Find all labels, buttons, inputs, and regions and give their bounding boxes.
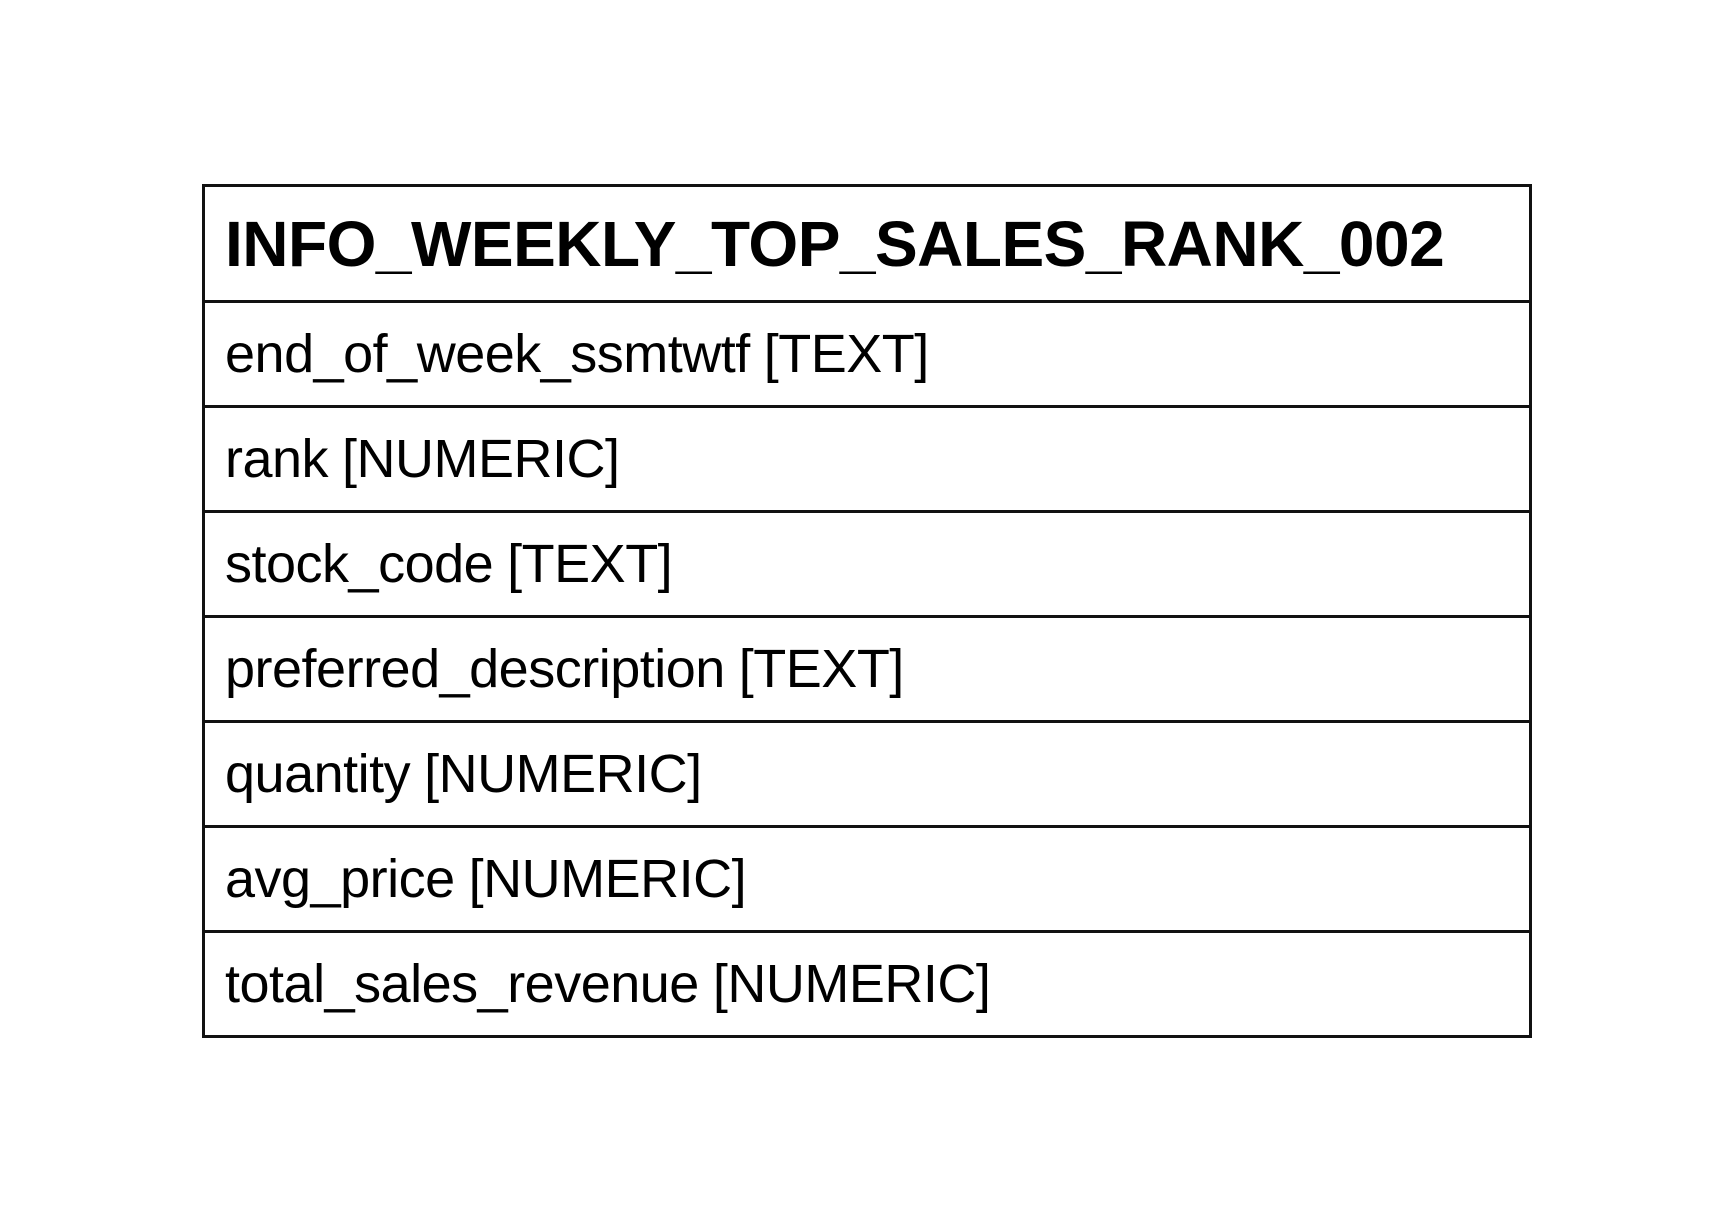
- field-row: rank [NUMERIC]: [205, 408, 1529, 513]
- field-row: avg_price [NUMERIC]: [205, 828, 1529, 933]
- field-name: end_of_week_ssmtwtf: [225, 324, 750, 384]
- field-type: [TEXT]: [738, 639, 905, 699]
- field-type: [TEXT]: [763, 324, 930, 384]
- field-row: quantity [NUMERIC]: [205, 723, 1529, 828]
- field-name: rank: [225, 429, 329, 489]
- field-type: [NUMERIC]: [712, 954, 991, 1014]
- field-row: total_sales_revenue [NUMERIC]: [205, 933, 1529, 1035]
- field-type: [NUMERIC]: [424, 744, 702, 804]
- field-name: avg_price: [225, 849, 455, 909]
- field-type: [TEXT]: [507, 534, 673, 594]
- field-row: stock_code [TEXT]: [205, 513, 1529, 618]
- field-type: [NUMERIC]: [342, 429, 620, 489]
- field-name: total_sales_revenue: [225, 954, 699, 1014]
- entity-table: INFO_WEEKLY_TOP_SALES_RANK_002 end_of_we…: [202, 184, 1532, 1038]
- field-name: quantity: [225, 744, 411, 804]
- field-name: preferred_description: [225, 639, 725, 699]
- field-name: stock_code: [225, 534, 494, 594]
- field-row: preferred_description [TEXT]: [205, 618, 1529, 723]
- field-row: end_of_week_ssmtwtf [TEXT]: [205, 303, 1529, 408]
- entity-title: INFO_WEEKLY_TOP_SALES_RANK_002: [205, 187, 1529, 303]
- field-type: [NUMERIC]: [468, 849, 747, 909]
